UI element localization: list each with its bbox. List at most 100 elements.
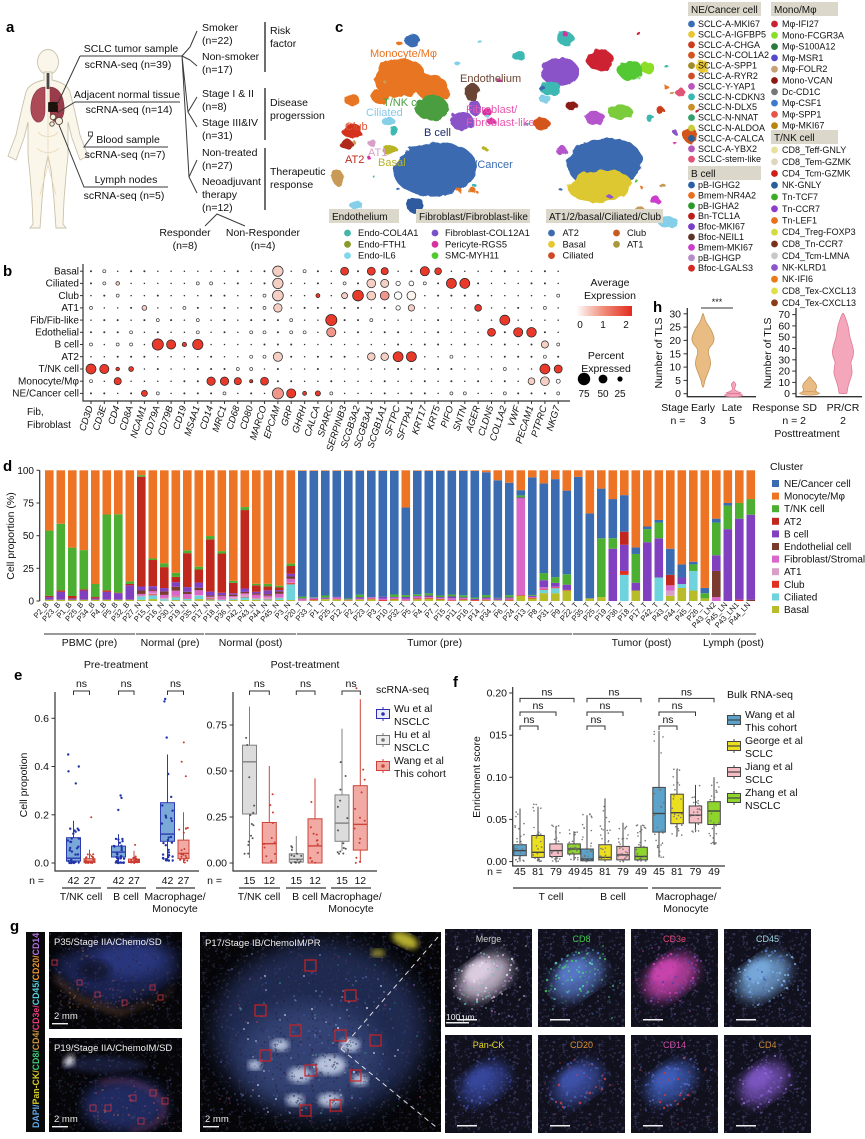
svg-text:30: 30: [669, 308, 681, 320]
svg-text:Tn-CCR7: Tn-CCR7: [782, 204, 820, 214]
svg-text:Pan-CK: Pan-CK: [473, 1040, 505, 1050]
svg-text:15: 15: [290, 875, 302, 887]
svg-text:Percent: Percent: [588, 350, 624, 362]
svg-text:T/NK cell: T/NK cell: [238, 891, 281, 903]
svg-text:(n=27): (n=27): [202, 160, 233, 172]
svg-text:Bfoc-NEIL1: Bfoc-NEIL1: [698, 232, 744, 242]
svg-text:Lymph nodes: Lymph nodes: [95, 174, 158, 186]
svg-text:n =: n =: [671, 415, 686, 427]
svg-text:20: 20: [669, 335, 681, 347]
svg-text:Tumor (pre): Tumor (pre): [407, 637, 462, 649]
svg-text:Mφ-IFI27: Mφ-IFI27: [782, 19, 819, 29]
svg-text:25: 25: [669, 322, 681, 334]
svg-text:Tn-LEF1: Tn-LEF1: [782, 216, 817, 226]
svg-text:40: 40: [778, 343, 790, 355]
svg-text:n =: n =: [487, 866, 502, 878]
svg-text:Hu et al: Hu et al: [394, 729, 430, 741]
svg-text:AT1: AT1: [368, 147, 387, 159]
svg-text:Bmem-MKI67: Bmem-MKI67: [698, 242, 753, 252]
svg-text:0.6: 0.6: [34, 713, 49, 725]
svg-text:PR/CR: PR/CR: [827, 402, 860, 414]
svg-text:SCLC-N-CDKN3: SCLC-N-CDKN3: [698, 92, 765, 102]
svg-text:SCLC-N-COL1A2: SCLC-N-COL1A2: [698, 50, 769, 60]
svg-text:SCLC tumor sample: SCLC tumor sample: [84, 43, 179, 55]
svg-text:2 mm: 2 mm: [205, 1114, 229, 1125]
svg-text:CD4_Tex-CXCL13: CD4_Tex-CXCL13: [782, 298, 856, 308]
svg-text:1: 1: [600, 320, 606, 331]
svg-text:15: 15: [669, 348, 681, 360]
svg-text:T/NK cell: T/NK cell: [774, 133, 815, 144]
svg-text:T/NK cell: T/NK cell: [60, 891, 103, 903]
svg-text:Fib/Fib-like: Fib/Fib-like: [30, 315, 79, 326]
svg-text:Average: Average: [591, 277, 630, 289]
svg-text:45: 45: [514, 866, 526, 878]
svg-text:Merge: Merge: [476, 934, 502, 944]
svg-text:Monocyte: Monocyte: [663, 903, 709, 915]
svg-text:ns: ns: [170, 678, 181, 690]
svg-text:Cluster: Cluster: [770, 461, 804, 473]
svg-text:Monocyte/Mφ: Monocyte/Mφ: [784, 492, 845, 503]
svg-text:Macrophage/: Macrophage/: [144, 891, 205, 903]
svg-text:3: 3: [700, 415, 706, 427]
svg-text:Bfoc-MKI67: Bfoc-MKI67: [698, 222, 745, 232]
svg-text:81: 81: [671, 866, 683, 878]
svg-text:***: ***: [712, 297, 723, 307]
svg-text:T/NK cell: T/NK cell: [784, 504, 825, 515]
svg-text:60: 60: [778, 320, 790, 332]
svg-text:27: 27: [128, 875, 140, 887]
svg-text:scRNA-seq (n=7): scRNA-seq (n=7): [85, 149, 166, 161]
svg-text:79: 79: [550, 866, 562, 878]
svg-text:Therapeutic: Therapeutic: [270, 166, 325, 178]
svg-text:ns: ns: [599, 700, 610, 712]
svg-text:ns: ns: [672, 700, 683, 712]
svg-text:Enrichment score: Enrichment score: [471, 736, 483, 818]
svg-text:ns: ns: [608, 686, 619, 698]
svg-text:ns: ns: [590, 714, 601, 726]
svg-text:scRNA-seq (n=14): scRNA-seq (n=14): [86, 104, 173, 116]
svg-text:Basal: Basal: [378, 157, 406, 169]
svg-text:B cell: B cell: [424, 127, 451, 139]
svg-text:SCLC-A-MKI67: SCLC-A-MKI67: [698, 19, 760, 29]
svg-text:Basal: Basal: [54, 266, 79, 277]
svg-text:g: g: [10, 918, 19, 935]
svg-text:Expression: Expression: [584, 290, 636, 302]
svg-text:Lymph (post): Lymph (post): [703, 637, 764, 649]
svg-text:Bmem-NR4A2: Bmem-NR4A2: [698, 190, 756, 200]
svg-text:NE/Cancer cell: NE/Cancer cell: [691, 5, 758, 16]
svg-text:ns: ns: [523, 714, 534, 726]
svg-text:SCLC-N-ALDOA: SCLC-N-ALDOA: [698, 123, 765, 133]
svg-text:This cohort: This cohort: [745, 722, 797, 734]
svg-text:CD14: CD14: [663, 1040, 686, 1050]
svg-text:factor: factor: [270, 38, 297, 50]
svg-text:Disease: Disease: [270, 97, 308, 109]
svg-text:Endothelial cell: Endothelial cell: [784, 542, 851, 553]
svg-text:e: e: [14, 667, 22, 684]
svg-text:P17/Stage IB/ChemoIM/PR: P17/Stage IB/ChemoIM/PR: [205, 938, 321, 949]
svg-text:42: 42: [68, 875, 80, 887]
svg-text:SCLC-N-NNAT: SCLC-N-NNAT: [698, 113, 759, 123]
svg-text:T/NK cell: T/NK cell: [38, 364, 79, 375]
svg-text:2 mm: 2 mm: [54, 1011, 78, 1022]
svg-text:Non-smoker: Non-smoker: [202, 51, 260, 63]
svg-text:Bfoc-LGALS3: Bfoc-LGALS3: [698, 263, 753, 273]
svg-text:This cohort: This cohort: [394, 768, 446, 780]
svg-text:Monocyte: Monocyte: [328, 903, 374, 915]
svg-text:ns: ns: [532, 700, 543, 712]
svg-text:Endo-FTH1: Endo-FTH1: [358, 239, 406, 249]
svg-text:45: 45: [581, 866, 593, 878]
svg-text:49: 49: [635, 866, 647, 878]
svg-text:CD4: CD4: [758, 1040, 776, 1050]
svg-text:0.0: 0.0: [34, 858, 49, 870]
svg-text:Bn-TCL1A: Bn-TCL1A: [698, 211, 740, 221]
svg-text:Wu et al: Wu et al: [394, 703, 432, 715]
svg-text:Mono/Mφ: Mono/Mφ: [774, 5, 817, 16]
svg-text:CD4_Tcm-LMNA: CD4_Tcm-LMNA: [782, 251, 850, 261]
svg-text:T/NK cell: T/NK cell: [383, 97, 428, 109]
svg-text:Wang et al: Wang et al: [394, 755, 444, 767]
svg-text:Endothelium: Endothelium: [332, 212, 388, 223]
svg-text:SCLC-Y-YAP1: SCLC-Y-YAP1: [698, 81, 756, 91]
svg-text:NK-GNLY: NK-GNLY: [782, 180, 821, 190]
svg-text:SCLC-A-CHGA: SCLC-A-CHGA: [698, 40, 760, 50]
svg-text:B cell: B cell: [292, 891, 318, 903]
svg-text:Post-treatment: Post-treatment: [271, 659, 340, 671]
